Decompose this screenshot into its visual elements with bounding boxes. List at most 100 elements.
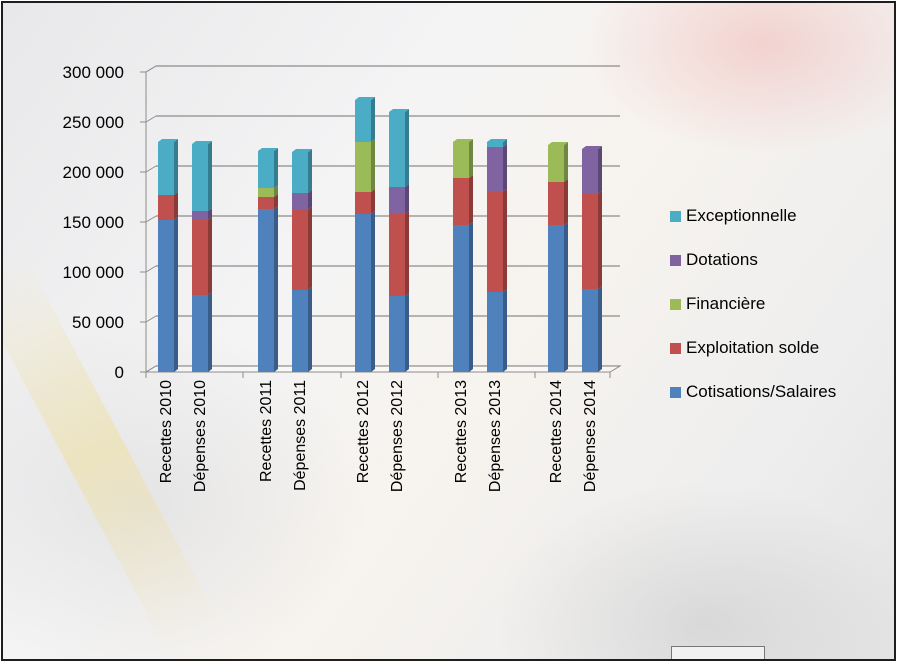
bar-segment-cotisations-salaires [355,214,371,372]
bar-side-dotations [503,144,507,192]
bar-segment-financi-re [258,188,274,197]
bar-segment-dotations [192,211,208,220]
bar-segment-cotisations-salaires [487,292,503,372]
bar-top-exceptionnelle [487,139,507,142]
legend-swatch-cotisations-salaires [670,386,681,398]
gridline-depth [145,315,157,323]
bar-segment-financi-re [548,145,564,182]
bar-segment-cotisations-salaires [582,289,598,372]
bar-side-exceptionnelle [371,97,375,142]
x-category-label: Dépenses 2013 [487,380,504,492]
bar-side-exceptionnelle [405,109,409,187]
bar-side-exceptionnelle [174,139,178,195]
legend-item-financiere: Financière [670,282,836,326]
bar-side-dotations [308,190,312,210]
bar-side-cotisations-salaires [208,292,212,372]
bar-side-exploitation-solde [308,207,312,290]
bar-side-exploitation-solde [405,211,409,296]
bar-top-exceptionnelle [192,141,212,144]
bar-side-exploitation-solde [503,189,507,292]
bar-segment-cotisations-salaires [389,296,405,372]
bar-top-financi-re [453,139,473,142]
legend: Exceptionnelle Dotations Financière Expl… [670,194,836,414]
bar-segment-dotations [389,187,405,214]
bar-segment-exploitation-solde [453,178,469,225]
bar-side-exceptionnelle [208,141,212,211]
bar-segment-exceptionnelle [192,144,208,211]
bar-segment-exploitation-solde [487,192,503,292]
bar-side-exploitation-solde [174,192,178,220]
bar-segment-cotisations-salaires [548,225,564,372]
bar-segment-exploitation-solde [582,194,598,289]
bar-segment-exploitation-solde [389,214,405,296]
bar-segment-exploitation-solde [258,197,274,209]
bar-side-exploitation-solde [564,179,568,225]
bar-segment-cotisations-salaires [258,209,274,372]
x-category-label: Recettes 2011 [258,380,275,482]
y-tick-label: 250 000 [63,113,124,132]
bar-segment-financi-re [453,142,469,178]
bar-segment-exploitation-solde [548,182,564,225]
bar-segment-exceptionnelle [389,112,405,187]
bar-segment-exceptionnelle [292,152,308,193]
gridline-depth [145,165,157,173]
bar-segment-exceptionnelle [355,100,371,142]
bar-segment-dotations [582,149,598,194]
x-category-label: Dépenses 2012 [389,380,406,492]
bar-segment-cotisations-salaires [292,290,308,372]
bar-side-cotisations-salaires [469,222,473,372]
bar-side-cotisations-salaires [371,211,375,372]
bar-segment-cotisations-salaires [453,225,469,372]
bar-side-cotisations-salaires [405,293,409,372]
legend-label-cotisations-salaires: Cotisations/Salaires [686,382,837,401]
gridline-depth [145,115,157,123]
y-tick-label: 300 000 [63,63,124,82]
y-tick-label: 0 [115,363,124,382]
bar-segment-financi-re [355,142,371,192]
gridline-depth [145,215,157,223]
bar-segment-exceptionnelle [258,151,274,188]
bar-side-exploitation-solde [598,191,602,289]
x-category-label: Recettes 2014 [548,380,565,483]
bar-side-exploitation-solde [469,175,473,225]
y-tick-label: 100 000 [63,263,124,282]
y-tick-label: 50 000 [72,313,124,332]
x-category-label: Recettes 2010 [158,380,175,483]
bar-side-cotisations-salaires [274,206,278,372]
legend-swatch-exploitation-solde [670,342,681,354]
legend-label-exceptionnelle: Exceptionnelle [686,206,797,225]
legend-item-exploitation-solde: Exploitation solde [670,326,836,370]
bar-top-dotations [582,146,602,149]
bar-segment-exceptionnelle [487,142,503,147]
y-tick-label: 200 000 [63,163,124,182]
x-category-label: Dépenses 2011 [292,380,309,491]
x-category-label: Dépenses 2010 [192,380,209,492]
bar-side-exceptionnelle [274,148,278,188]
legend-label-financiere: Financière [686,294,766,313]
bar-segment-dotations [487,147,503,192]
bar-side-cotisations-salaires [308,287,312,372]
legend-item-cotisations-salaires: Cotisations/Salaires [670,370,836,414]
bar-side-exceptionnelle [308,149,312,193]
bar-side-dotations [208,208,212,220]
legend-label-dotations: Dotations [686,250,758,269]
bar-side-exceptionnelle [503,139,507,147]
legend-swatch-exceptionnelle [670,210,681,222]
legend-swatch-financiere [670,298,681,310]
bar-side-exploitation-solde [274,194,278,209]
bar-segment-exploitation-solde [355,192,371,214]
x-category-label: Recettes 2013 [453,380,470,483]
bar-side-cotisations-salaires [598,286,602,372]
y-tick-label: 150 000 [63,213,124,232]
bar-segment-exploitation-solde [292,210,308,290]
bar-side-financi-re [564,142,568,182]
bar-side-dotations [405,184,409,214]
legend-swatch-dotations [670,254,681,266]
bar-side-exploitation-solde [208,217,212,295]
x-category-label: Recettes 2012 [355,380,372,483]
bar-side-exploitation-solde [371,189,375,214]
bar-top-exceptionnelle [158,139,178,142]
bar-segment-cotisations-salaires [158,220,174,372]
x-category-label: Dépenses 2014 [582,380,599,492]
